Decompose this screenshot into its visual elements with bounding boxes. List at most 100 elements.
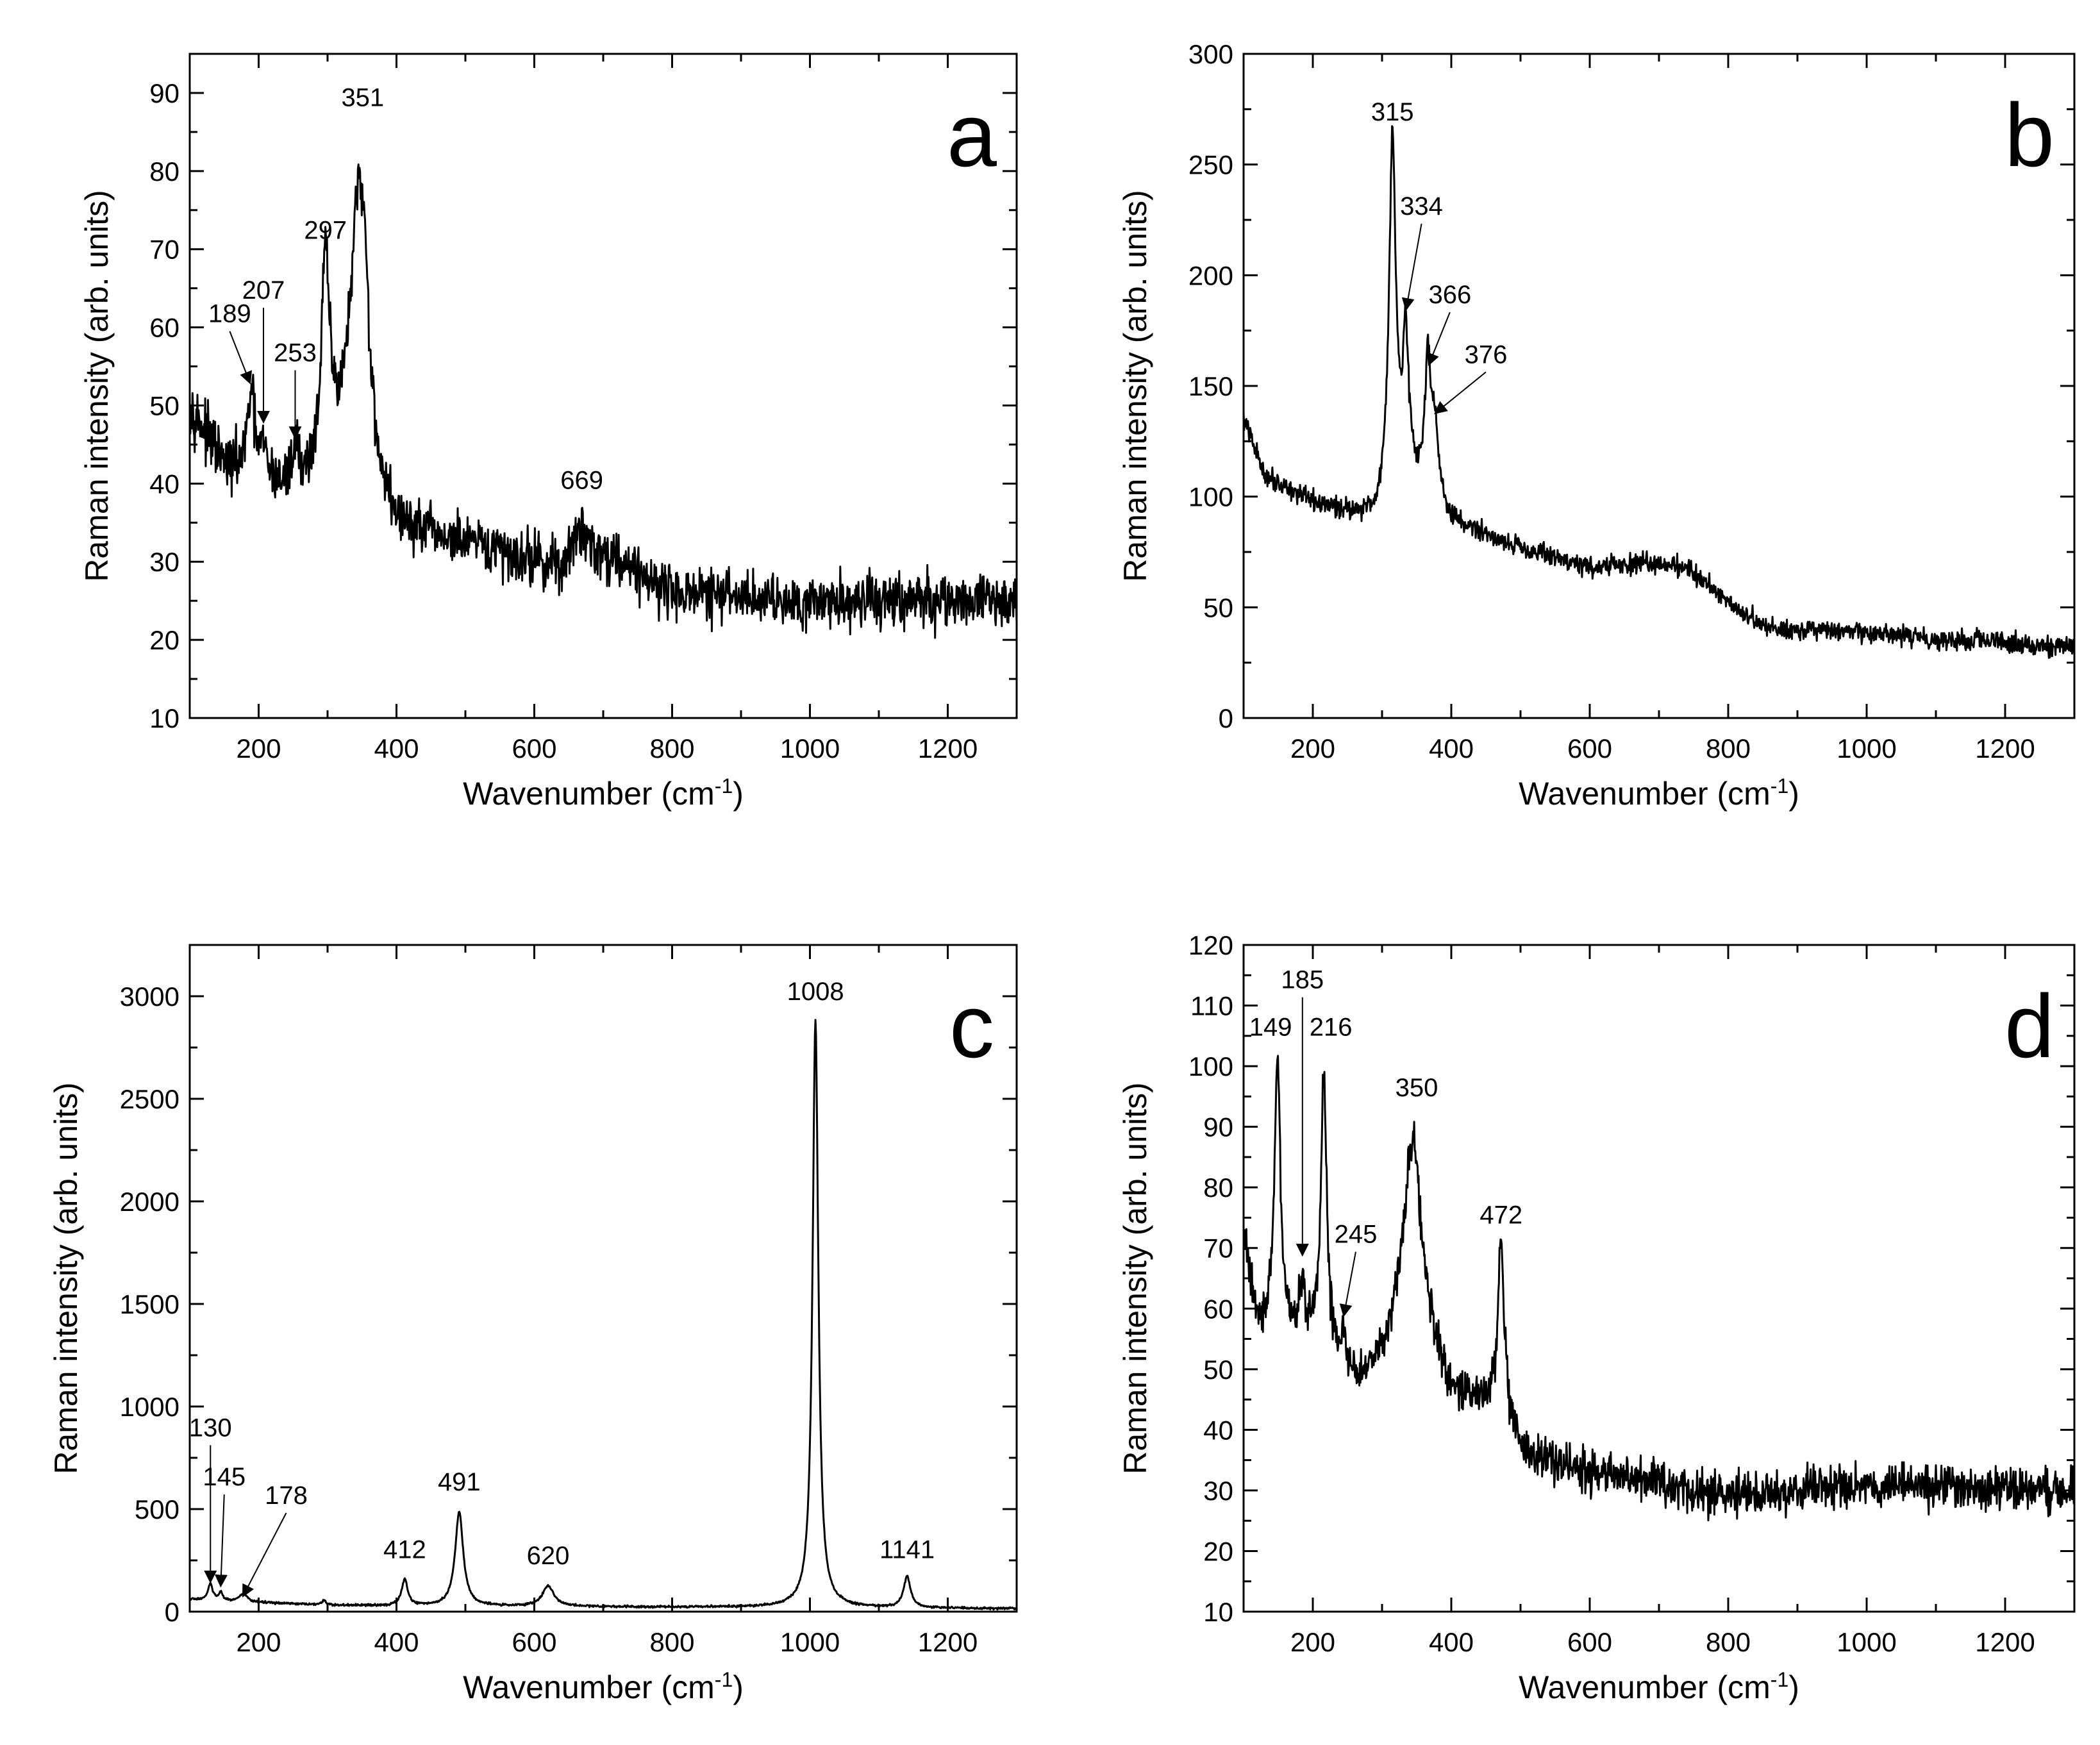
peak-label: 351	[341, 83, 384, 112]
x-tick-label: 200	[236, 1627, 281, 1657]
y-tick-label: 40	[1203, 1415, 1233, 1445]
peak-label: 620	[527, 1542, 570, 1570]
x-tick-label: 800	[1706, 733, 1751, 764]
y-tick-label: 2500	[120, 1084, 179, 1114]
peak-label: 189	[208, 300, 251, 328]
peak-label: 253	[274, 339, 317, 367]
peak-label: 334	[1400, 192, 1443, 221]
annotation-arrow	[1339, 1251, 1356, 1317]
y-tick-label: 60	[1203, 1294, 1233, 1324]
plot-frame	[1242, 944, 2076, 1613]
x-axis-label: Wavenumber (cm-1)	[463, 774, 744, 812]
peak-label: 350	[1396, 1074, 1438, 1102]
y-tick-label: 0	[165, 1597, 179, 1627]
y-axis-label: Raman intensity (arb. units)	[79, 190, 115, 581]
x-tick-label: 800	[1706, 1627, 1751, 1657]
y-axis-label: Raman intensity (arb. units)	[1117, 190, 1153, 581]
y-tick-label: 100	[1188, 1051, 1233, 1081]
x-tick-label: 200	[1290, 733, 1335, 764]
x-tick-label: 600	[1567, 733, 1612, 764]
x-tick-label: 400	[374, 1627, 419, 1657]
peak-label: 216	[1310, 1013, 1353, 1041]
y-tick-label: 300	[1188, 39, 1233, 69]
annotation-arrow	[214, 1494, 228, 1588]
y-axis-label: Raman intensity (arb. units)	[48, 1082, 84, 1474]
y-tick-label: 40	[149, 469, 179, 499]
x-tick-label: 400	[1429, 733, 1474, 764]
x-tick-label: 600	[512, 733, 556, 764]
y-axis-label: Raman intensity (arb. units)	[1117, 1082, 1153, 1474]
x-axis-label: Wavenumber (cm-1)	[463, 1668, 744, 1705]
spectrum-line-d	[1242, 1055, 2076, 1522]
y-tick-label: 3000	[120, 981, 179, 1012]
y-tick-label: 50	[149, 390, 179, 421]
y-tick-label: 200	[1188, 260, 1233, 290]
peak-label: 185	[1281, 966, 1324, 994]
y-tick-label: 250	[1188, 150, 1233, 180]
plot-frame	[1242, 53, 2076, 719]
y-tick-label: 50	[1203, 592, 1233, 622]
peak-label: 130	[189, 1414, 232, 1442]
spectrum-line-c	[189, 1019, 1018, 1611]
peak-label: 1141	[879, 1535, 935, 1564]
annotation-arrow	[242, 1512, 287, 1598]
peak-label: 412	[383, 1535, 426, 1564]
spectrum-line-b	[1242, 125, 2076, 659]
peak-label: 149	[1249, 1013, 1292, 1041]
peak-label: 178	[265, 1482, 308, 1510]
peak-label: 491	[438, 1468, 481, 1496]
annotation-arrow	[1434, 371, 1487, 414]
x-tick-label: 600	[1567, 1627, 1612, 1657]
annotation-arrow	[1427, 312, 1451, 367]
peak-label: 1008	[787, 978, 844, 1006]
peak-label: 207	[242, 276, 285, 305]
annotation-arrow	[229, 331, 252, 385]
x-axis-label: Wavenumber (cm-1)	[1519, 1668, 1799, 1705]
panel-label: b	[2004, 85, 2054, 185]
x-tick-label: 1000	[1837, 733, 1896, 764]
y-tick-label: 110	[1190, 991, 1233, 1021]
x-tick-label: 400	[374, 733, 419, 764]
y-tick-label: 20	[149, 625, 179, 655]
y-tick-label: 1500	[120, 1289, 179, 1319]
chart-panel-c: 200 400 600 800 1000 1200 0 500 1000 1500 2000 2500…	[48, 944, 1018, 1705]
chart-panel-a: 200 400 600 800 1000 1200 10 20 30 40 50 60 70 80 90 Wa…	[79, 53, 1018, 812]
peak-label: 297	[304, 217, 347, 245]
y-tick-label: 50	[1203, 1355, 1233, 1385]
y-tick-label: 90	[149, 78, 179, 108]
x-tick-label: 600	[512, 1627, 556, 1657]
peak-label: 366	[1428, 281, 1471, 309]
spectrum-line-a	[188, 163, 1018, 639]
panel-label: c	[949, 976, 994, 1076]
chart-panel-d: 200 400 600 800 1000 1200 10 20 30 40 50 60 70 80 90 10…	[1117, 930, 2076, 1705]
x-tick-label: 1000	[780, 1627, 840, 1657]
y-tick-label: 10	[149, 703, 179, 733]
x-tick-label: 1200	[918, 1627, 978, 1657]
x-tick-label: 1200	[1975, 733, 2035, 764]
x-axis-label: Wavenumber (cm-1)	[1519, 774, 1799, 812]
peak-label: 669	[560, 467, 603, 495]
x-tick-label: 1000	[1837, 1627, 1896, 1657]
plot-frame	[188, 944, 1018, 1613]
x-tick-label: 200	[236, 733, 281, 764]
y-tick-label: 20	[1203, 1536, 1233, 1566]
y-tick-label: 0	[1219, 703, 1233, 733]
y-tick-label: 500	[135, 1494, 179, 1524]
y-tick-label: 30	[149, 547, 179, 577]
y-tick-label: 100	[1188, 482, 1233, 512]
annotation-arrow	[1401, 223, 1422, 312]
peak-label: 472	[1479, 1201, 1522, 1229]
y-tick-label: 60	[149, 313, 179, 343]
y-tick-label: 30	[1203, 1476, 1233, 1506]
chart-panel-b: 200 400 600 800 1000 1200 0 50 100 150 200 250 300 Wa…	[1117, 39, 2076, 812]
y-tick-label: 120	[1188, 930, 1233, 960]
x-tick-label: 800	[649, 1627, 694, 1657]
y-tick-label: 80	[1203, 1173, 1233, 1203]
y-tick-label: 90	[1203, 1112, 1233, 1142]
peak-label: 376	[1465, 340, 1508, 369]
x-tick-label: 400	[1429, 1627, 1474, 1657]
peak-label: 245	[1335, 1221, 1378, 1249]
y-tick-label: 10	[1203, 1597, 1233, 1627]
y-tick-label: 150	[1188, 371, 1233, 401]
